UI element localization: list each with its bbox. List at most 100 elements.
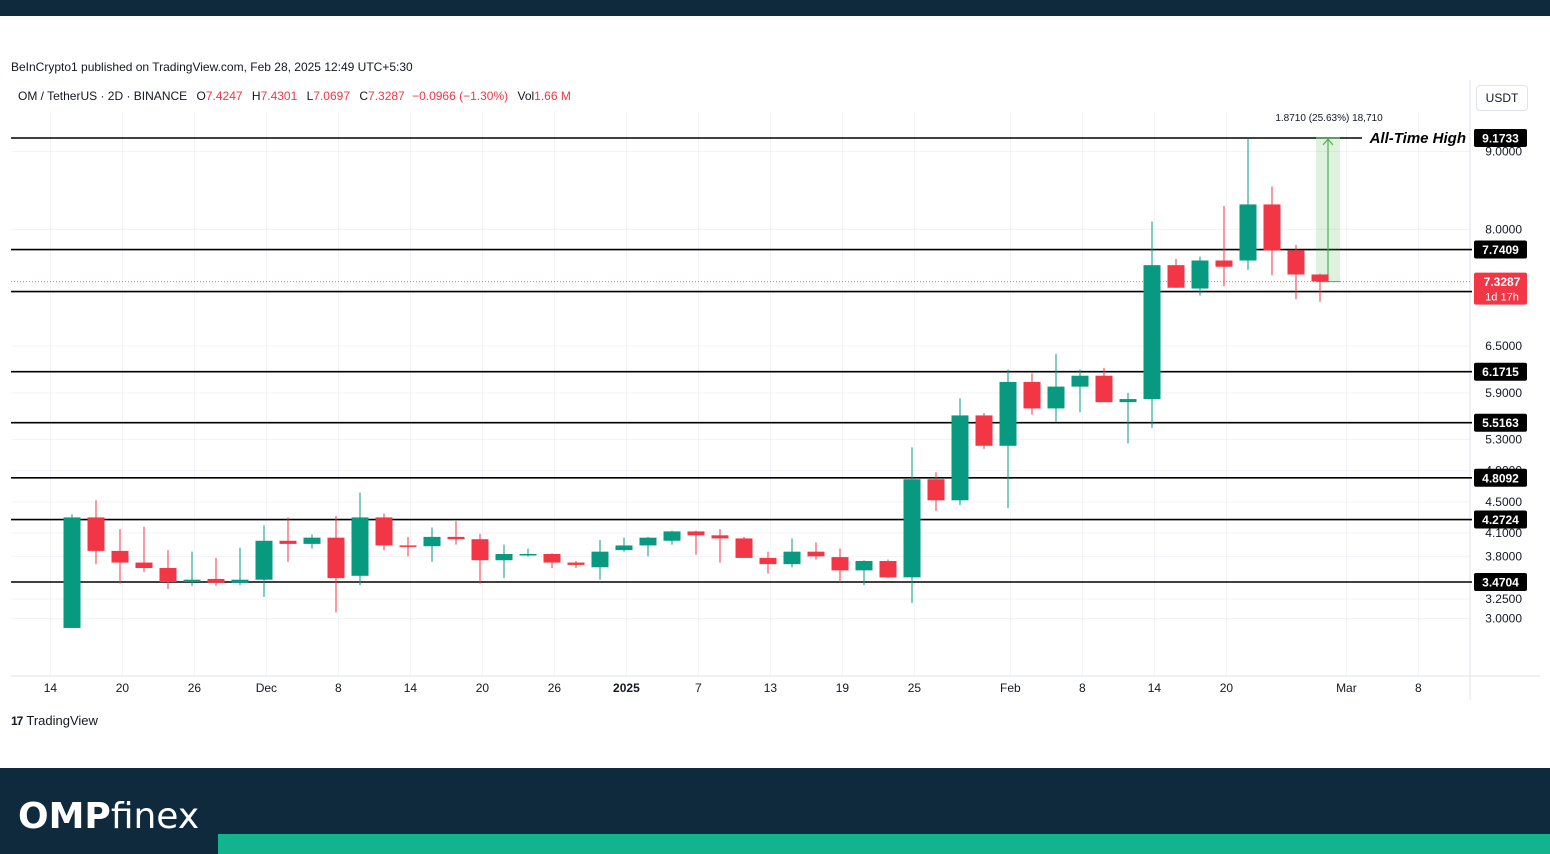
candle-down — [1023, 373, 1041, 415]
candle-up — [615, 537, 633, 552]
candle-body — [111, 550, 129, 563]
candle-body — [375, 517, 393, 546]
y-tick-label: 5.3000 — [1485, 433, 1522, 447]
candle-down — [1167, 258, 1185, 288]
current-price-text: 7.3287 — [1484, 275, 1521, 289]
candle-body — [783, 551, 801, 565]
price-chart[interactable]: 3.00003.25003.80004.10004.50004.90005.30… — [0, 0, 1550, 760]
currency-button[interactable]: USDT — [1476, 85, 1528, 111]
level-label-text: 3.4704 — [1482, 576, 1519, 590]
candle-down — [375, 513, 393, 551]
candle-down — [1215, 205, 1233, 287]
level-label: 3.4704 — [1474, 573, 1527, 591]
level-label-text: 6.1715 — [1482, 365, 1519, 379]
candle-body — [687, 531, 705, 536]
open-value: 7.4247 — [205, 89, 243, 103]
y-tick-label: 4.5000 — [1485, 495, 1522, 509]
candle-body — [615, 545, 633, 551]
candle-body — [471, 539, 489, 561]
candle-body — [255, 540, 273, 580]
candles — [63, 138, 1329, 628]
candle-body — [759, 557, 777, 565]
x-tick-label: 20 — [476, 681, 490, 695]
y-tick-label: 5.9000 — [1485, 386, 1522, 400]
candle-up — [783, 538, 801, 568]
footer-accent-bar — [218, 834, 1550, 854]
candle-up — [663, 530, 681, 545]
candle-down — [975, 413, 993, 449]
level-label-box — [1474, 240, 1527, 259]
omp-finex-logo: OMPfinex — [18, 796, 199, 837]
candle-body — [663, 531, 681, 541]
candle-down — [1095, 367, 1113, 403]
candle-body — [303, 537, 321, 544]
candle-down — [87, 500, 105, 565]
candle-body — [639, 537, 657, 546]
measure-label: 1.8710 (25.63%) 18,710 — [1275, 113, 1383, 124]
volume-label: Vol — [517, 89, 535, 103]
candle-body — [1119, 399, 1137, 403]
candle-down — [399, 536, 417, 557]
x-tick-label: Feb — [1000, 681, 1021, 695]
level-label: 6.1715 — [1474, 362, 1527, 381]
measure-arrow-head — [1322, 138, 1334, 146]
candle-down — [447, 521, 465, 545]
level-label: 7.7409 — [1474, 240, 1527, 259]
current-price-box — [1474, 272, 1527, 305]
candle-body — [519, 554, 537, 556]
x-tick-label: 2025 — [613, 681, 640, 695]
candle-down — [135, 526, 153, 572]
candle-down — [831, 548, 849, 583]
candle-up — [231, 547, 249, 586]
x-tick-label: 25 — [908, 681, 922, 695]
candle-body — [831, 557, 849, 571]
symbol-name[interactable]: OM / TetherUS · 2D · BINANCE — [18, 89, 188, 103]
candle-body — [495, 554, 513, 561]
candle-body — [951, 415, 969, 501]
candle-down — [543, 553, 561, 569]
level-label-box — [1474, 413, 1527, 432]
candle-down — [471, 533, 489, 584]
open-label: O — [196, 89, 206, 103]
publisher-caption: BeInCrypto1 published on TradingView.com… — [11, 60, 413, 74]
candle-body — [1071, 375, 1089, 387]
candle-body — [591, 551, 609, 568]
low-value: 7.0697 — [313, 89, 350, 103]
candle-body — [87, 517, 105, 551]
candle-body — [543, 554, 561, 563]
candle-body — [1239, 204, 1257, 261]
y-tick-label: 8.0000 — [1485, 222, 1522, 236]
candle-body — [207, 578, 225, 583]
candle-body — [1311, 274, 1329, 282]
level-label-box — [1474, 129, 1527, 147]
candle-countdown-text: 1d 17h — [1485, 292, 1519, 304]
candle-body — [711, 535, 729, 539]
x-tick-label: 26 — [548, 681, 562, 695]
symbol-legend: OM / TetherUS · 2D · BINANCE O7.4247 H7.… — [18, 89, 571, 103]
candle-body — [1287, 250, 1305, 275]
level-label-box — [1474, 510, 1527, 529]
candle-down — [807, 542, 825, 560]
candle-down — [1311, 273, 1329, 302]
candle-up — [303, 534, 321, 549]
candle-down — [759, 551, 777, 574]
candle-body — [1215, 260, 1233, 267]
tradingview-logo[interactable]: 17 TradingView — [11, 713, 98, 728]
close-label: C — [359, 89, 369, 103]
candle-up — [423, 527, 441, 562]
candle-down — [567, 561, 585, 569]
candle-up — [63, 514, 81, 628]
level-label: 4.2724 — [1474, 510, 1527, 529]
candle-up — [1239, 138, 1257, 270]
candle-up — [183, 551, 201, 586]
candle-down — [927, 472, 945, 512]
candle-up — [519, 548, 537, 557]
level-label-box — [1474, 468, 1527, 487]
candle-body — [183, 579, 201, 583]
x-tick-label: 14 — [1148, 681, 1162, 695]
y-tick-label: 3.8000 — [1485, 549, 1522, 563]
candle-body — [327, 537, 345, 579]
candle-down — [735, 536, 753, 558]
candle-body — [855, 561, 873, 571]
candle-body — [231, 579, 249, 583]
